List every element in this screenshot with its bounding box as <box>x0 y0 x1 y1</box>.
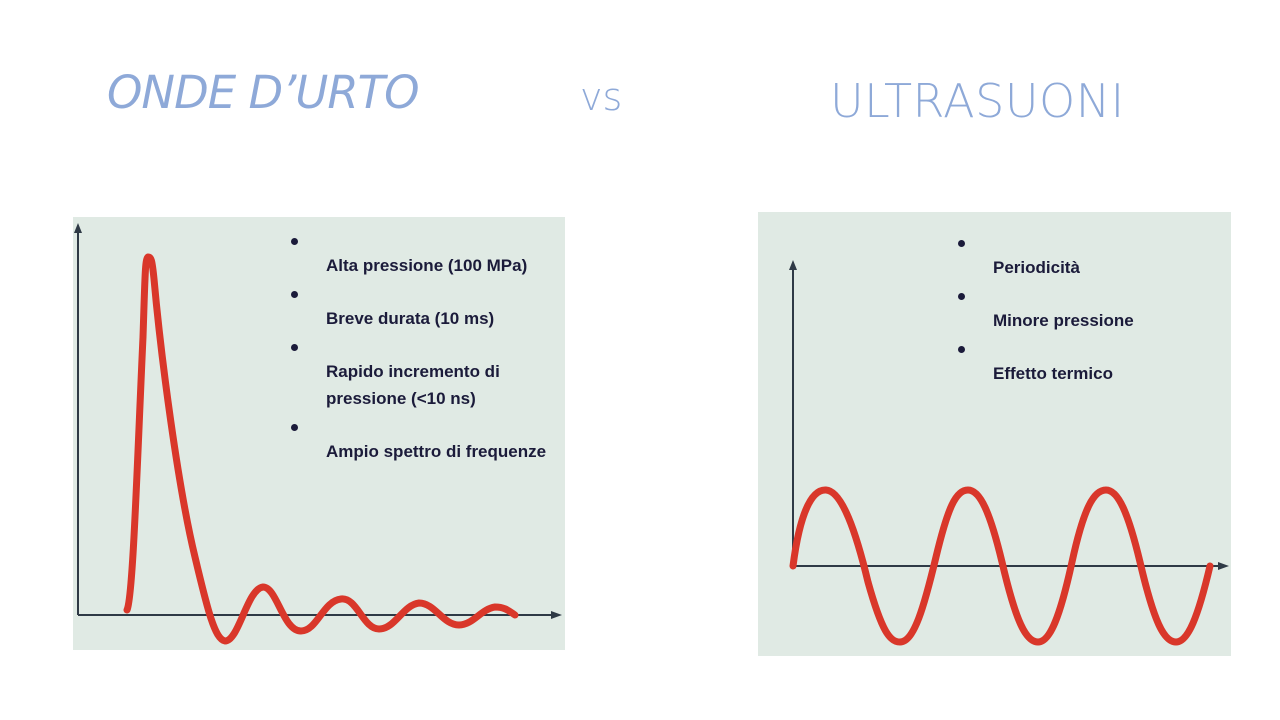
list-item-text: Minore pressione <box>993 311 1134 330</box>
y-axis-arrow-icon <box>74 223 82 233</box>
list-item: Effetto termico <box>958 346 1213 387</box>
bullet-icon <box>291 291 298 298</box>
list-item: Rapido incremento di pressione (<10 ns) <box>291 344 561 412</box>
x-axis-arrow-icon <box>551 611 562 619</box>
list-item-text: Periodicità <box>993 258 1080 277</box>
list-item-text: Alta pressione (100 MPa) <box>326 256 528 275</box>
list-item: Periodicità <box>958 240 1213 281</box>
list-item: Minore pressione <box>958 293 1213 334</box>
list-item: Alta pressione (100 MPa) <box>291 238 561 279</box>
bullet-icon <box>291 344 298 351</box>
bullet-icon <box>958 293 965 300</box>
versus-label: vs <box>580 75 623 119</box>
ultrasound-properties-list: Periodicità Minore pressione Effetto ter… <box>958 240 1213 413</box>
x-axis-arrow-icon <box>1218 562 1229 570</box>
ultrasound-curve <box>789 486 1214 646</box>
shockwave-title: ONDE D’URTO <box>107 66 420 119</box>
list-item-text: Breve durata (10 ms) <box>326 309 495 328</box>
bullet-icon <box>291 238 298 245</box>
shockwave-graph <box>74 223 562 645</box>
y-axis-arrow-icon <box>789 260 797 270</box>
list-item: Ampio spettro di frequenze <box>291 424 561 465</box>
ultrasound-title: ULTRASUONI <box>830 74 1125 128</box>
ultrasound-panel: Periodicità Minore pressione Effetto ter… <box>758 212 1231 656</box>
bullet-icon <box>958 346 965 353</box>
ultrasound-graph <box>789 260 1229 646</box>
shockwave-curve <box>123 253 519 645</box>
list-item-text: Effetto termico <box>993 364 1113 383</box>
list-item: Breve durata (10 ms) <box>291 291 561 332</box>
bullet-icon <box>291 424 298 431</box>
list-item-text: Rapido incremento di pressione (<10 ns) <box>326 362 500 408</box>
shockwave-panel: Alta pressione (100 MPa) Breve durata (1… <box>73 217 565 650</box>
shockwave-properties-list: Alta pressione (100 MPa) Breve durata (1… <box>291 238 561 491</box>
list-item-text: Ampio spettro di frequenze <box>326 442 547 461</box>
bullet-icon <box>958 240 965 247</box>
